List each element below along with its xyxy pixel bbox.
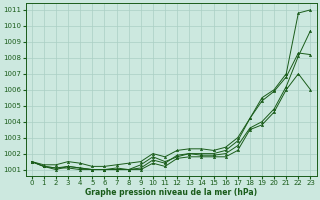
X-axis label: Graphe pression niveau de la mer (hPa): Graphe pression niveau de la mer (hPa) — [85, 188, 257, 197]
